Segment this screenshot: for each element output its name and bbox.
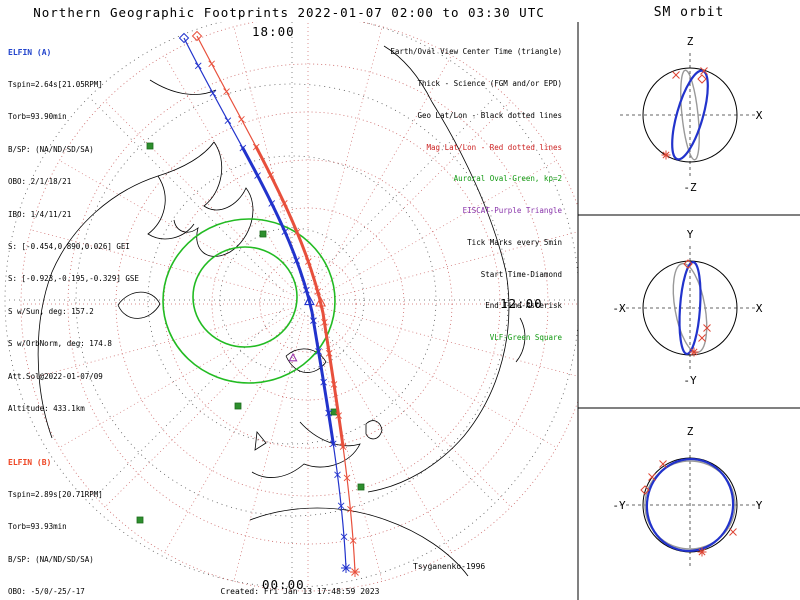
elfin-b-label: ELFIN (B) <box>8 457 52 467</box>
legend-item: Mag Lat/Lon - Red dotted lines <box>426 142 562 152</box>
axis-label: -Z <box>683 181 697 194</box>
info-line: Tspin=2.64s[21.05RPM] <box>8 79 103 89</box>
sm-orbit-panel: Z -Z X <box>620 35 763 194</box>
elfin-a-info: ELFIN (A) Tspin=2.64s[21.05RPM] Torb=93.… <box>8 26 139 436</box>
time-label-00: 00:00 <box>262 577 305 592</box>
elfin-b-info: ELFIN (B) Tspin=2.89s[20.71RPM] Torb=93.… <box>8 436 134 600</box>
page-title: Northern Geographic Footprints 2022-01-0… <box>33 5 545 20</box>
info-line: B/SP: (NA/ND/SD/SA) <box>8 144 94 154</box>
legend-item: Auroral Oval-Green, kp=2 <box>453 174 562 184</box>
legend-item: Start Time-Diamond <box>480 269 562 279</box>
info-line: IBO: 1/4/11/21 <box>8 209 72 219</box>
legend-item: VLF-Green Square <box>489 333 562 343</box>
info-line: OBO: -5/0/-25/-17 <box>8 587 85 597</box>
info-line: Torb=93.93min <box>8 522 67 532</box>
info-line: B/SP: (NA/ND/SD/SA) <box>8 554 94 564</box>
info-line: S: [-0.923,-0.195,-0.329] GSE <box>8 274 139 284</box>
info-line: Altitude: 433.1km <box>8 403 85 413</box>
info-line: Torb=93.90min <box>8 112 67 122</box>
axis-label: Z <box>687 35 694 48</box>
legend-item: Thick - Science (FGM and/or EPD) <box>417 78 563 88</box>
axis-label: X <box>756 302 763 315</box>
legend-item: Earth/Oval View Center Time (triangle) <box>390 47 562 57</box>
info-line: S: [-0.454,0.890,0.026] GEI <box>8 241 130 251</box>
axis-label: Y <box>687 228 694 241</box>
sm-orbit-panel: Y -Y X -X <box>612 228 762 387</box>
legend-item: EISCAT-Purple Triangle <box>462 206 562 216</box>
footprint-track <box>191 30 360 577</box>
created-timestamp: Created: Fri Jan 13 17:48:59 2023 <box>220 587 380 596</box>
info-line: OBO: 2/1/18/21 <box>8 177 72 187</box>
axis-label: -X <box>612 302 626 315</box>
sm-orbit-panel: Z Y -Y <box>612 425 763 567</box>
legend-item: Tick Marks every 5min <box>467 237 562 247</box>
info-line: Att.Sol@2022-01-07/09 <box>8 371 103 381</box>
elfin-a-label: ELFIN (A) <box>8 47 52 57</box>
legend-item: End Time-Asterisk <box>485 301 562 311</box>
model-label: Tsyganenko-1996 <box>413 562 486 571</box>
map-legend: Earth/Oval View Center Time (triangle) T… <box>320 26 562 365</box>
axis-label: -Y <box>612 499 626 512</box>
axis-label: Y <box>756 499 763 512</box>
axis-label: Z <box>687 425 694 438</box>
info-line: S w/Sun, deg: 157.2 <box>8 306 94 316</box>
legend-item: Geo Lat/Lon - Black dotted lines <box>417 110 563 120</box>
info-line: S w/OrbNorm, deg: 174.8 <box>8 339 112 349</box>
axis-label: -Y <box>683 374 697 387</box>
axis-label: X <box>756 109 763 122</box>
time-label-12: 12:00 <box>500 296 543 311</box>
info-line: Tspin=2.89s[20.71RPM] <box>8 489 103 499</box>
sm-orbit-title: SM orbit <box>653 5 725 20</box>
footprint-track <box>178 32 351 573</box>
time-label-18: 18:00 <box>252 24 295 39</box>
map-area <box>4 22 578 592</box>
